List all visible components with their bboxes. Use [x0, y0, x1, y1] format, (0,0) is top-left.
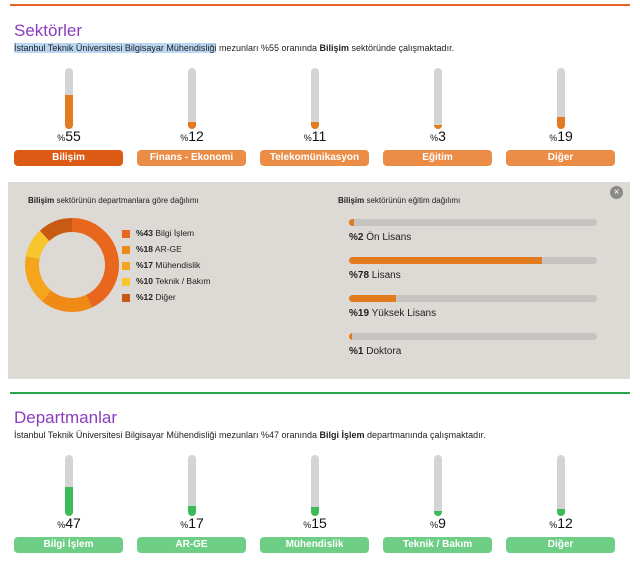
- close-icon[interactable]: ×: [610, 186, 623, 199]
- education-bar-fill: [349, 295, 396, 302]
- department-button-m-hendislik[interactable]: Mühendislik: [260, 537, 369, 553]
- sectors-top-rule: [10, 4, 630, 6]
- department-level-tube: [557, 455, 565, 516]
- department-level-fill: [65, 487, 73, 516]
- legend-swatch: [122, 278, 130, 286]
- education-bar-track: [349, 295, 597, 302]
- legend-label: Diğer: [155, 292, 176, 302]
- sector-level-fill: [311, 122, 319, 129]
- legend-pct: %10: [136, 276, 154, 286]
- education-bar-track: [349, 333, 597, 340]
- department-level-fill: [434, 511, 442, 516]
- donut-slice-bilgi-i-lem: [71, 218, 119, 308]
- education-bar-track: [349, 219, 597, 226]
- department-level-tube: [65, 455, 73, 516]
- sector-level-tube: [65, 68, 73, 129]
- legend-label: Bilgi İşlem: [155, 228, 195, 238]
- department-percentage: %12: [549, 515, 573, 531]
- sector-level-fill: [188, 122, 196, 129]
- department-button-bilgi-i-lem[interactable]: Bilgi İşlem: [14, 537, 123, 553]
- sector-button-di-er[interactable]: Diğer: [506, 150, 615, 166]
- legend-pct: %43: [136, 228, 154, 238]
- department-level-tube: [434, 455, 442, 516]
- legend-swatch: [122, 230, 130, 238]
- education-bar-fill: [349, 219, 354, 226]
- sector-percentage: %3: [430, 128, 446, 144]
- department-distribution-heading: Bilişim sektörünün departmanlara göre da…: [28, 196, 199, 205]
- sector-button-telekom-nikasyon[interactable]: Telekomünikasyon: [260, 150, 369, 166]
- department-button-di-er[interactable]: Diğer: [506, 537, 615, 553]
- education-bar-fill: [349, 333, 352, 340]
- education-distribution-heading: Bilişim sektörünün eğitim dağılımı: [338, 196, 461, 205]
- legend-label: Mühendislik: [155, 260, 201, 270]
- sector-percentage: %55: [57, 128, 81, 144]
- sector-percentage: %11: [303, 128, 327, 144]
- sector-level-tube: [434, 68, 442, 129]
- sector-percentage: %19: [549, 128, 573, 144]
- donut-slice-teknik-bak-m: [25, 230, 50, 260]
- legend-pct: %17: [136, 260, 154, 270]
- department-button-teknik-bak-m[interactable]: Teknik / Bakım: [383, 537, 492, 553]
- department-level-fill: [188, 506, 196, 516]
- departments-title: Departmanlar: [14, 408, 117, 427]
- donut-slice-ar-ge: [42, 290, 93, 312]
- legend-label: AR-GE: [154, 244, 182, 254]
- education-label: %19 Yüksek Lisans: [349, 308, 437, 319]
- education-label: %1 Doktora: [349, 346, 402, 357]
- university-highlight: İstanbul Teknik Üniversitesi Bilgisayar …: [14, 43, 217, 53]
- sectors-subtitle: İstanbul Teknik Üniversitesi Bilgisayar …: [14, 43, 455, 53]
- sector-button-finans-ekonomi[interactable]: Finans - Ekonomi: [137, 150, 246, 166]
- sector-level-tube: [311, 68, 319, 129]
- department-button-ar-ge[interactable]: AR-GE: [137, 537, 246, 553]
- legend-swatch: [122, 262, 130, 270]
- sector-button-e-itim[interactable]: Eğitim: [383, 150, 492, 166]
- education-label: %2 Ön Lisans: [349, 232, 412, 243]
- department-percentage: %15: [303, 515, 327, 531]
- legend-pct: %12: [136, 292, 154, 302]
- donut-slice-m-hendislik: [25, 256, 52, 302]
- sector-detail-panel: Bilişim sektörünün departmanlara göre da…: [8, 182, 630, 379]
- departments-top-rule: [10, 392, 630, 394]
- department-level-tube: [188, 455, 196, 516]
- sector-level-fill: [557, 117, 565, 129]
- sector-percentage: %12: [180, 128, 204, 144]
- sector-level-fill: [434, 125, 442, 129]
- sector-level-tube: [188, 68, 196, 129]
- sector-level-fill: [65, 95, 73, 129]
- sector-button-bili-im[interactable]: Bilişim: [14, 150, 123, 166]
- sector-level-tube: [557, 68, 565, 129]
- department-percentage: %9: [430, 515, 446, 531]
- legend-swatch: [122, 246, 130, 254]
- legend-pct: %18: [136, 244, 154, 254]
- departments-subtitle: İstanbul Teknik Üniversitesi Bilgisayar …: [14, 430, 486, 440]
- department-level-tube: [311, 455, 319, 516]
- legend-label: Teknik / Bakım: [155, 276, 211, 286]
- legend-swatch: [122, 294, 130, 302]
- department-donut-chart: [25, 218, 119, 312]
- sectors-title: Sektörler: [14, 21, 83, 40]
- department-percentage: %17: [180, 515, 204, 531]
- department-level-fill: [557, 509, 565, 516]
- department-level-fill: [311, 507, 319, 516]
- department-percentage: %47: [57, 515, 81, 531]
- education-label: %78 Lisans: [349, 270, 401, 281]
- education-bar-track: [349, 257, 597, 264]
- education-bar-fill: [349, 257, 542, 264]
- donut-slice-di-er: [39, 218, 73, 242]
